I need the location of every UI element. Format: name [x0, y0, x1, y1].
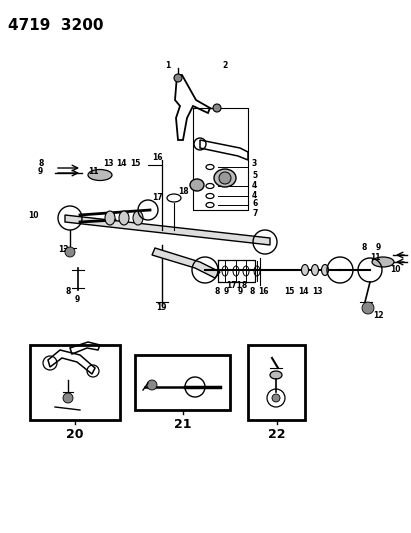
Text: 11: 11: [88, 167, 99, 176]
Text: 9: 9: [224, 287, 229, 295]
Polygon shape: [65, 215, 270, 245]
Circle shape: [63, 393, 73, 403]
Text: 8: 8: [65, 287, 70, 295]
Bar: [30, 345, 120, 420]
Text: 8: 8: [214, 287, 219, 295]
Ellipse shape: [105, 211, 115, 225]
Ellipse shape: [214, 169, 236, 187]
Text: 4: 4: [252, 181, 257, 190]
Text: 16: 16: [258, 287, 268, 295]
Circle shape: [147, 380, 157, 390]
Text: 9: 9: [75, 295, 80, 304]
Text: 21: 21: [174, 418, 192, 431]
Text: 7: 7: [252, 208, 257, 217]
Text: 14: 14: [116, 158, 127, 167]
Text: 9: 9: [38, 167, 43, 176]
Bar: [135, 355, 230, 410]
Text: 10: 10: [28, 212, 39, 221]
Text: 6: 6: [252, 199, 257, 208]
Text: 15: 15: [284, 287, 294, 295]
Bar: [248, 345, 305, 420]
Text: 11: 11: [370, 254, 381, 262]
Circle shape: [213, 104, 221, 112]
Text: 12: 12: [373, 311, 383, 319]
Text: 9: 9: [376, 244, 381, 253]
Text: 19: 19: [156, 303, 166, 311]
Ellipse shape: [88, 169, 112, 181]
Text: 22: 22: [268, 428, 286, 441]
Text: 17: 17: [152, 192, 163, 201]
Text: 8: 8: [38, 159, 44, 168]
Text: 10: 10: [390, 265, 400, 274]
Text: 1718: 1718: [226, 280, 247, 289]
Ellipse shape: [321, 264, 328, 276]
Ellipse shape: [270, 371, 282, 379]
Ellipse shape: [372, 257, 394, 267]
Ellipse shape: [312, 264, 319, 276]
Circle shape: [174, 74, 182, 82]
Circle shape: [65, 247, 75, 257]
Text: 2: 2: [222, 61, 227, 69]
Text: 5: 5: [252, 172, 257, 181]
Text: 20: 20: [66, 428, 84, 441]
Circle shape: [219, 172, 231, 184]
Text: 4: 4: [252, 190, 257, 199]
Ellipse shape: [133, 211, 143, 225]
Text: 9: 9: [238, 287, 243, 295]
Text: 4719  3200: 4719 3200: [8, 18, 104, 33]
Text: 1: 1: [165, 61, 170, 69]
Text: 15: 15: [130, 158, 141, 167]
Text: 8: 8: [362, 244, 367, 253]
Ellipse shape: [119, 211, 129, 225]
Text: 16: 16: [152, 152, 162, 161]
Ellipse shape: [190, 179, 204, 191]
Text: 18: 18: [178, 188, 189, 197]
Text: 12: 12: [58, 246, 69, 254]
Circle shape: [362, 302, 374, 314]
Circle shape: [272, 394, 280, 402]
Text: 8: 8: [249, 287, 254, 295]
Text: 13: 13: [103, 158, 113, 167]
Text: 14: 14: [298, 287, 309, 295]
Text: 3: 3: [252, 158, 257, 167]
Ellipse shape: [302, 264, 309, 276]
Text: 13: 13: [312, 287, 323, 295]
Polygon shape: [152, 248, 220, 278]
